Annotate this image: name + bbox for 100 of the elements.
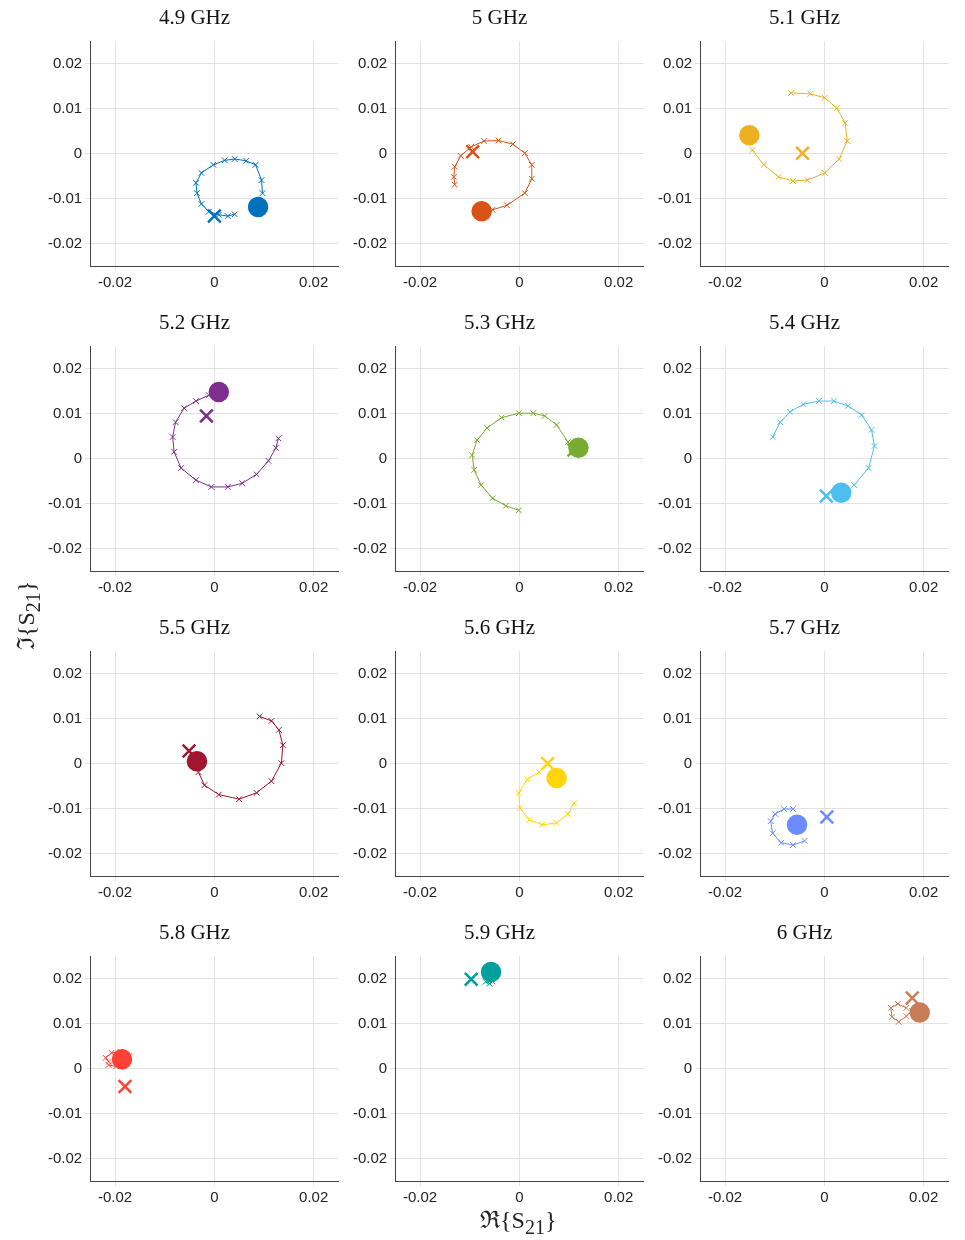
x-tick-label: -0.02 bbox=[707, 883, 743, 901]
x-tick-label: -0.02 bbox=[707, 273, 743, 291]
x-tick-label: 0.02 bbox=[299, 883, 329, 901]
y-tick-label: 0 bbox=[73, 448, 83, 466]
chart-title: 5.4 GHz bbox=[768, 310, 841, 335]
x-tick-label: -0.02 bbox=[97, 883, 133, 901]
y-tick-label: 0.01 bbox=[662, 1013, 693, 1031]
y-tick-label: -0.02 bbox=[352, 1148, 388, 1166]
chart-title: 5.8 GHz bbox=[158, 920, 231, 945]
y-tick-label: -0.02 bbox=[657, 233, 693, 251]
x-tick-label: 0.02 bbox=[909, 578, 939, 596]
y-tick-label: -0.01 bbox=[47, 1103, 83, 1121]
y-tick-label: 0.02 bbox=[52, 53, 83, 71]
y-tick-label: 0 bbox=[73, 753, 83, 771]
y-tick-label: -0.01 bbox=[47, 188, 83, 206]
y-tick-label: 0.02 bbox=[357, 968, 388, 986]
y-tick-label: -0.02 bbox=[47, 233, 83, 251]
y-tick-label: 0.01 bbox=[357, 403, 388, 421]
y-tick-label: -0.01 bbox=[352, 493, 388, 511]
x-tick-label: 0.02 bbox=[909, 273, 939, 291]
x-tick-label: 0.02 bbox=[604, 1188, 634, 1206]
x-tick-label: -0.02 bbox=[402, 1188, 438, 1206]
y-tick-label: 0.02 bbox=[52, 358, 83, 376]
y-tick-label: -0.01 bbox=[47, 493, 83, 511]
x-tick-label: -0.02 bbox=[97, 1188, 133, 1206]
x-tick-label: 0.02 bbox=[604, 883, 634, 901]
x-tick-label: 0 bbox=[515, 883, 524, 901]
x-tick-label: -0.02 bbox=[402, 273, 438, 291]
y-tick-label: 0 bbox=[378, 753, 388, 771]
x-tick-label: -0.02 bbox=[707, 578, 743, 596]
y-tick-label: -0.02 bbox=[657, 1148, 693, 1166]
y-tick-label: -0.02 bbox=[352, 233, 388, 251]
x-tick-label: 0 bbox=[515, 1188, 524, 1206]
y-tick-label: -0.02 bbox=[352, 843, 388, 861]
chart-title: 5.1 GHz bbox=[768, 5, 841, 30]
x-tick-label: 0.02 bbox=[299, 273, 329, 291]
y-tick-label: -0.02 bbox=[657, 843, 693, 861]
y-tick-label: -0.02 bbox=[47, 843, 83, 861]
y-tick-label: 0 bbox=[378, 448, 388, 466]
x-tick-label: 0 bbox=[515, 273, 524, 291]
y-tick-label: 0 bbox=[683, 448, 693, 466]
y-tick-label: 0.01 bbox=[662, 98, 693, 116]
y-tick-label: 0 bbox=[683, 753, 693, 771]
x-tick-label: 0 bbox=[820, 883, 829, 901]
y-tick-label: 0.01 bbox=[662, 708, 693, 726]
y-tick-label: 0.01 bbox=[357, 98, 388, 116]
x-tick-label: -0.02 bbox=[97, 273, 133, 291]
chart-title: 5.7 GHz bbox=[768, 615, 841, 640]
chart-title: 5.5 GHz bbox=[158, 615, 231, 640]
y-tick-label: -0.01 bbox=[352, 798, 388, 816]
y-tick-label: 0 bbox=[378, 1058, 388, 1076]
y-tick-label: 0.02 bbox=[357, 663, 388, 681]
chart-title: 5.6 GHz bbox=[463, 615, 536, 640]
y-tick-label: 0.01 bbox=[52, 1013, 83, 1031]
y-tick-label: -0.02 bbox=[47, 538, 83, 556]
x-tick-label: 0.02 bbox=[909, 883, 939, 901]
y-tick-label: -0.02 bbox=[47, 1148, 83, 1166]
y-tick-label: -0.01 bbox=[47, 798, 83, 816]
x-tick-label: 0 bbox=[210, 578, 219, 596]
y-tick-label: 0.02 bbox=[662, 358, 693, 376]
y-tick-label: 0.01 bbox=[662, 403, 693, 421]
x-tick-label: 0 bbox=[820, 1188, 829, 1206]
chart-title: 5 GHz bbox=[471, 5, 528, 30]
y-tick-label: 0.02 bbox=[662, 53, 693, 71]
chart-title: 4.9 GHz bbox=[158, 5, 231, 30]
x-tick-label: 0.02 bbox=[604, 273, 634, 291]
x-tick-label: 0.02 bbox=[909, 1188, 939, 1206]
x-tick-label: -0.02 bbox=[707, 1188, 743, 1206]
x-tick-label: 0 bbox=[820, 578, 829, 596]
y-tick-label: 0 bbox=[683, 1058, 693, 1076]
chart-title: 5.9 GHz bbox=[463, 920, 536, 945]
y-tick-label: -0.01 bbox=[657, 493, 693, 511]
y-tick-label: 0 bbox=[73, 1058, 83, 1076]
x-tick-label: 0 bbox=[820, 273, 829, 291]
x-tick-label: 0.02 bbox=[604, 578, 634, 596]
y-tick-label: 0.02 bbox=[357, 53, 388, 71]
y-tick-label: 0 bbox=[683, 143, 693, 161]
y-tick-label: -0.02 bbox=[352, 538, 388, 556]
y-tick-label: 0.01 bbox=[357, 708, 388, 726]
x-tick-label: 0 bbox=[515, 578, 524, 596]
y-tick-label: -0.01 bbox=[352, 1103, 388, 1121]
y-tick-label: -0.01 bbox=[352, 188, 388, 206]
x-tick-label: 0 bbox=[210, 883, 219, 901]
chart-title: 5.2 GHz bbox=[158, 310, 231, 335]
y-tick-label: -0.01 bbox=[657, 188, 693, 206]
y-tick-label: -0.01 bbox=[657, 1103, 693, 1121]
y-tick-label: -0.02 bbox=[657, 538, 693, 556]
x-axis-title: ℜ{S$_{21}$} bbox=[480, 1207, 557, 1238]
y-tick-label: 0 bbox=[73, 143, 83, 161]
y-tick-label: 0.02 bbox=[52, 968, 83, 986]
x-tick-label: -0.02 bbox=[97, 578, 133, 596]
chart-title: 6 GHz bbox=[776, 920, 833, 945]
y-tick-label: 0.02 bbox=[52, 663, 83, 681]
y-tick-label: 0.01 bbox=[357, 1013, 388, 1031]
y-tick-label: 0.02 bbox=[357, 358, 388, 376]
x-tick-label: -0.02 bbox=[402, 883, 438, 901]
y-tick-label: 0 bbox=[378, 143, 388, 161]
y-tick-label: 0.01 bbox=[52, 708, 83, 726]
x-tick-label: -0.02 bbox=[402, 578, 438, 596]
y-tick-label: 0.01 bbox=[52, 403, 83, 421]
